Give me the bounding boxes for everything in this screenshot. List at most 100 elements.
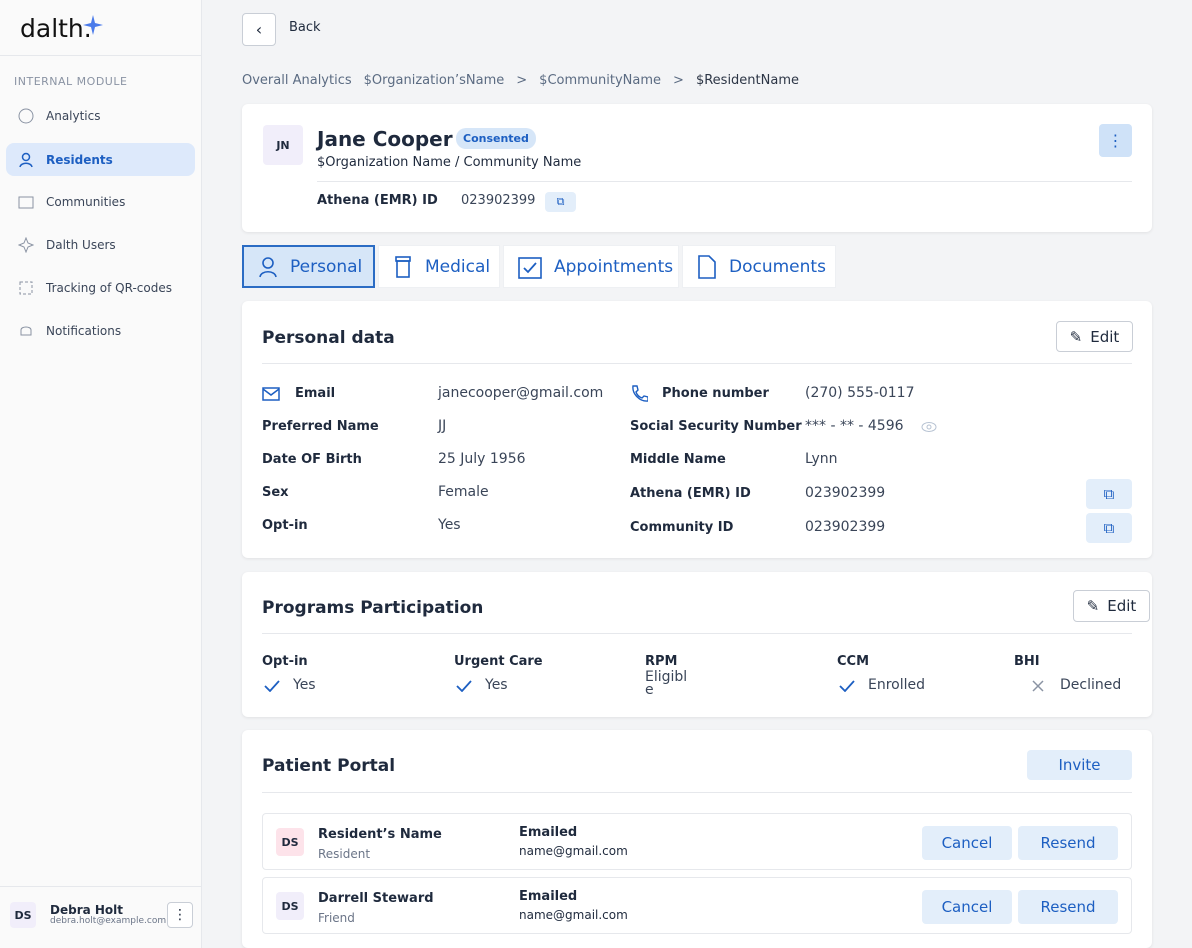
- divider: [262, 363, 1132, 364]
- program-status: Eligible: [645, 669, 688, 698]
- resident-name: Jane Cooper: [317, 127, 453, 151]
- cancel-button[interactable]: Cancel: [922, 826, 1012, 860]
- breadcrumb-item[interactable]: $Organization’sName: [363, 73, 505, 88]
- portal-row: DS Darrell Steward Friend Emailed name@g…: [262, 877, 1132, 934]
- copy-button[interactable]: ⧉: [545, 192, 576, 212]
- field-value: *** - ** - 4596: [805, 418, 904, 434]
- nav-icon: [19, 281, 33, 294]
- tab[interactable]: Medical: [378, 245, 500, 288]
- cross-icon: [1032, 680, 1044, 692]
- divider: [0, 886, 202, 887]
- invite-button[interactable]: Invite: [1027, 750, 1132, 780]
- program-label: BHI: [1014, 654, 1040, 669]
- program-status: Enrolled: [868, 677, 926, 693]
- resident-avatar: JN: [263, 125, 303, 165]
- program-label: Opt-in: [262, 654, 308, 669]
- program-label: CCM: [837, 654, 870, 669]
- nav-label: Notifications: [46, 323, 122, 338]
- edit-label: Edit: [1090, 327, 1120, 346]
- tab[interactable]: Appointments: [503, 245, 679, 288]
- tab-label: Personal: [290, 256, 363, 277]
- back-label[interactable]: Back: [289, 20, 321, 35]
- check-icon: [456, 680, 472, 692]
- resend-button[interactable]: Resend: [1018, 826, 1118, 860]
- program-label: Urgent Care: [454, 654, 543, 669]
- tab-icon: [518, 256, 542, 279]
- breadcrumb-item[interactable]: $CommunityName: [539, 73, 662, 88]
- breadcrumb-separator: >: [516, 73, 528, 88]
- nav-icon: [18, 108, 34, 123]
- reveal-icon[interactable]: [921, 421, 937, 433]
- nav-item[interactable]: Dalth Users: [6, 228, 195, 261]
- field-value: JJ: [438, 418, 447, 434]
- edit-icon: ✎: [1069, 327, 1083, 346]
- field-label: Date OF Birth: [262, 452, 362, 467]
- programs-card: Programs Participation ✎ Edit Opt-in Yes …: [242, 572, 1152, 717]
- copy-button[interactable]: ⧉: [1086, 513, 1132, 543]
- nav-item[interactable]: Residents: [6, 143, 195, 176]
- field-label: Middle Name: [630, 452, 726, 467]
- field-label: Sex: [262, 485, 289, 500]
- field-value: janecooper@gmail.com: [438, 385, 604, 401]
- nav-label: Communities: [46, 194, 126, 209]
- field-label: Preferred Name: [262, 419, 379, 434]
- field-label: Social Security Number: [630, 419, 802, 434]
- divider: [262, 792, 1132, 793]
- nav-icon: [19, 152, 33, 167]
- more-button[interactable]: ⋮: [1099, 124, 1132, 157]
- user-avatar: DS: [10, 902, 36, 928]
- tab[interactable]: Documents: [682, 245, 836, 288]
- nav-item[interactable]: Notifications: [6, 314, 195, 347]
- nav-label: Residents: [46, 152, 113, 167]
- field-label: Phone number: [662, 386, 769, 401]
- cancel-button[interactable]: Cancel: [922, 890, 1012, 924]
- field-value: 023902399: [805, 485, 886, 501]
- nav-icon: [18, 196, 34, 208]
- field-label: Opt-in: [262, 518, 308, 533]
- program-label: RPM: [645, 654, 678, 669]
- field-label: Athena (EMR) ID: [630, 486, 751, 501]
- field-value: 023902399: [805, 519, 886, 535]
- field-value: Female: [438, 484, 489, 500]
- edit-button[interactable]: ✎ Edit: [1056, 321, 1133, 352]
- tab-icon: [259, 256, 277, 277]
- edit-button[interactable]: ✎ Edit: [1073, 590, 1150, 622]
- nav-item[interactable]: Analytics: [6, 99, 195, 132]
- resident-card: JN Jane Cooper Consented $Organization N…: [242, 104, 1152, 232]
- row-avatar: DS: [276, 828, 304, 856]
- field-value: Lynn: [805, 451, 838, 467]
- section-title: Patient Portal: [262, 756, 396, 776]
- row-name: Resident’s Name: [318, 827, 442, 842]
- tab[interactable]: Personal: [242, 245, 375, 288]
- email-icon: [262, 387, 280, 401]
- program-status: Declined: [1060, 677, 1122, 693]
- check-icon: [839, 680, 855, 692]
- emr-label: Athena (EMR) ID: [317, 193, 438, 208]
- phone-icon: [632, 385, 648, 402]
- back-button[interactable]: ‹: [242, 13, 276, 46]
- emr-value: 023902399: [461, 193, 536, 208]
- tab-label: Medical: [425, 256, 491, 277]
- user-name: Debra Holt: [50, 903, 124, 917]
- resident-organization: $Organization Name / Community Name: [317, 155, 582, 170]
- nav-label: Analytics: [46, 108, 101, 123]
- edit-icon: ✎: [1086, 597, 1100, 615]
- tab-icon: [395, 255, 411, 278]
- row-relation: Resident: [318, 847, 371, 861]
- nav-item[interactable]: Tracking of QR-codes: [6, 271, 195, 304]
- nav-item[interactable]: Communities: [6, 185, 195, 218]
- row-name: Darrell Steward: [318, 891, 434, 906]
- row-status: Emailed: [519, 889, 578, 904]
- portal-card: Patient Portal Invite DS Resident’s Name…: [242, 730, 1152, 948]
- section-label: INTERNAL MODULE: [14, 75, 128, 88]
- nav-icon: [20, 326, 32, 335]
- field-label: Community ID: [630, 520, 734, 535]
- resend-button[interactable]: Resend: [1018, 890, 1118, 924]
- tab-icon: [698, 254, 716, 279]
- copy-button[interactable]: ⧉: [1086, 479, 1132, 509]
- user-menu-button[interactable]: ⋮: [167, 902, 193, 928]
- breadcrumb-item[interactable]: Overall Analytics: [242, 73, 352, 88]
- personal-card: Personal data ✎ Edit Email janecooper@gma…: [242, 301, 1152, 558]
